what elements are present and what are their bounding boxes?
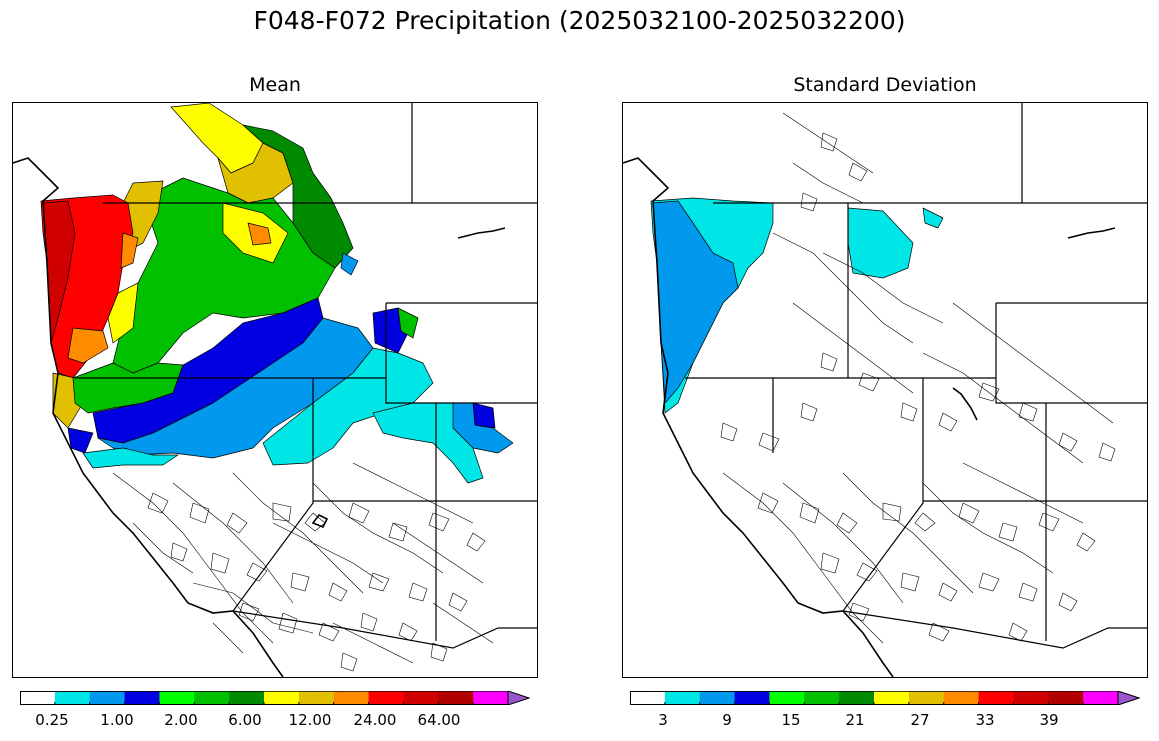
figure-title: F048-F072 Precipitation (2025032100-2025… xyxy=(253,6,906,35)
colorbar-segment xyxy=(194,691,230,705)
stddev-salt-lake xyxy=(952,387,978,421)
stddev-tick-label: 33 xyxy=(975,711,995,729)
stddev-map[interactable] xyxy=(622,102,1148,678)
mean-coastline xyxy=(13,157,506,677)
mean-region-lightblue xyxy=(97,317,374,459)
stddev-panel-title: Standard Deviation xyxy=(793,74,977,96)
colorbar-segment xyxy=(20,691,56,705)
colorbar-segment xyxy=(1083,691,1119,705)
colorbar-segment xyxy=(769,691,805,705)
mean-tick-label: 2.00 xyxy=(164,711,198,729)
mean-region-blue-ut xyxy=(472,402,496,429)
stddev-basin-outlines xyxy=(720,112,1116,644)
mean-region-cyan-sw xyxy=(82,447,179,469)
stddev-tick-label: 3 xyxy=(658,711,668,729)
colorbar-segment xyxy=(630,691,666,705)
stddev-lake-feature xyxy=(1067,227,1116,239)
colorbar-segment xyxy=(403,691,439,705)
stddev-tick-label: 9 xyxy=(722,711,732,729)
mean-colorbar xyxy=(20,690,531,706)
colorbar-segment xyxy=(664,691,701,705)
colorbar-segment xyxy=(699,691,736,705)
colorbar-segment xyxy=(264,691,300,705)
stddev-tick-label: 39 xyxy=(1039,711,1059,729)
colorbar-segment xyxy=(54,691,91,705)
stddev-tick-label: 27 xyxy=(910,711,930,729)
mean-region-lightblue-ne xyxy=(340,252,359,276)
mean-tick-label: 64.00 xyxy=(417,711,461,729)
colorbar-segment xyxy=(943,691,980,705)
mean-tick-label: 1.00 xyxy=(100,711,134,729)
stddev-region-cyan-ne xyxy=(847,207,914,279)
colorbar-segment xyxy=(978,691,1014,705)
mean-region-green-ne xyxy=(397,307,419,339)
mean-colorbar-svg xyxy=(20,690,531,706)
mean-precip-fill xyxy=(40,103,514,484)
stddev-colorbar xyxy=(630,690,1141,706)
colorbar-extend-arrow xyxy=(1117,690,1141,706)
colorbar-segment xyxy=(839,691,875,705)
colorbar-segment xyxy=(804,691,840,705)
mean-tick-label: 12.00 xyxy=(288,711,332,729)
colorbar-segment xyxy=(298,691,335,705)
mean-tick-label: 6.00 xyxy=(228,711,262,729)
colorbar-segment xyxy=(874,691,910,705)
mean-region-cyan-zone xyxy=(262,347,434,466)
stddev-tick-label: 21 xyxy=(845,711,865,729)
colorbar-segment xyxy=(124,691,160,705)
mean-region-north-yellow xyxy=(170,103,264,174)
stddev-state-borders xyxy=(685,103,1147,649)
mean-region-orange-mid xyxy=(247,222,272,246)
mean-region-orange-coast xyxy=(67,327,109,364)
colorbar-segment xyxy=(333,691,370,705)
colorbar-segment xyxy=(1013,691,1049,705)
colorbar-segment xyxy=(908,691,945,705)
mean-panel-title: Mean xyxy=(249,74,301,96)
stddev-colorbar-svg xyxy=(630,690,1141,706)
colorbar-segment xyxy=(438,691,474,705)
colorbar-segment xyxy=(89,691,126,705)
colorbar-segment xyxy=(159,691,195,705)
colorbar-segment xyxy=(473,691,509,705)
mean-map-svg xyxy=(13,103,537,677)
stddev-colorbar-ticks: 3 9 15 21 27 33 39 xyxy=(630,711,1140,731)
mean-colorbar-ticks: 0.25 1.00 2.00 6.00 12.00 24.00 64.00 xyxy=(20,711,530,731)
mean-tick-label: 0.25 xyxy=(35,711,69,729)
mean-basin-outlines xyxy=(112,462,494,672)
stddev-region-cyan-ne2 xyxy=(922,207,944,229)
colorbar-segment xyxy=(1048,691,1084,705)
mean-state-borders xyxy=(75,103,537,649)
mean-map[interactable] xyxy=(12,102,538,678)
stddev-map-svg xyxy=(623,103,1147,677)
mean-region-orange-strip xyxy=(120,232,139,269)
mean-lake-feature xyxy=(457,227,506,239)
stddev-coastline xyxy=(623,157,1116,677)
mean-tick-label: 24.00 xyxy=(353,711,397,729)
colorbar-segment xyxy=(229,691,265,705)
colorbar-segment xyxy=(368,691,404,705)
colorbar-extend-arrow xyxy=(507,690,531,706)
colorbar-segment xyxy=(734,691,770,705)
stddev-fill xyxy=(650,197,944,414)
stddev-tick-label: 15 xyxy=(781,711,801,729)
